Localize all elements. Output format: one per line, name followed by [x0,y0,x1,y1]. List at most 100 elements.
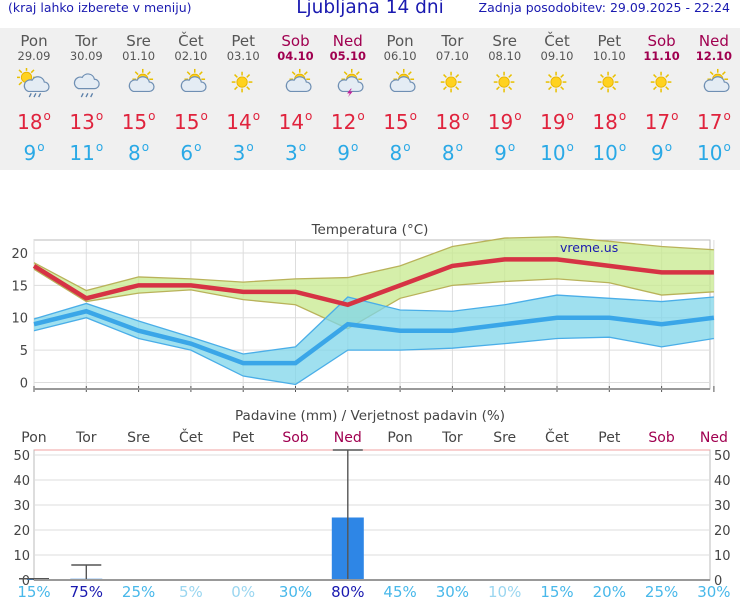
day-forecast: Čet 02.10 15o 6o [165,32,217,164]
day-date: 05.10 [329,49,366,63]
sun-cloud-icon [374,68,426,98]
precip-x-label: Sre [127,430,150,446]
max-temp: 15o [173,109,208,134]
max-temp: 15o [383,109,417,134]
location-hint: (kraj lahko izberete v meniju) [8,0,192,15]
precip-probability: 30% [279,583,312,600]
precip-y-tick-left: 20 [13,524,30,539]
day-name: Pet [597,32,622,50]
day-forecast: Sob 11.10 17o 9o [636,32,688,164]
max-temp: 19o [540,109,574,134]
day-forecast: Ned 05.10 12o 9o [322,32,374,164]
min-temp: 10o [540,140,574,165]
max-temp-band-lower [33,268,714,330]
precip-bar [70,578,103,580]
day-name: Pet [231,32,255,50]
day-name: Pon [386,32,414,50]
day-forecast: Pon 06.10 15o 8o [374,32,426,164]
precip-x-label: Pon [387,430,412,446]
precip-x-label: Tor [75,430,97,446]
max-temp-band-upper [33,236,714,292]
sun-icon [583,68,635,98]
day-name: Sob [281,32,310,50]
sun-cloud-icon [270,68,322,98]
precip-y-tick-right: 50 [714,449,731,464]
min-temp: 3o [232,140,254,165]
day-date: 29.09 [17,49,51,63]
day-date: 10.10 [592,49,626,63]
day-date: 07.10 [435,49,469,63]
day-forecast: Sob 04.10 14o 3o [270,32,322,164]
day-date: 02.10 [174,49,208,63]
precip-x-label: Ned [700,430,728,446]
watermark: vreme.us [560,240,618,255]
precip-probability: 10% [488,583,521,600]
precip-x-label: Ned [334,430,362,446]
precip-probability: 20% [593,583,626,600]
min-temp: 8o [389,140,411,165]
precip-y-tick-left: 40 [13,474,30,489]
min-temp-line [33,308,715,366]
day-date: 06.10 [383,49,417,63]
min-temp: 10o [696,140,731,165]
day-date: 08.10 [488,49,522,63]
max-temp-band [34,236,714,329]
temp-y-tick: 0 [20,377,28,392]
min-temp: 3o [284,140,307,165]
precip-probability: 15% [540,583,573,600]
day-name: Sre [126,32,151,50]
min-temp: 8o [441,140,463,165]
temp-y-tick: 10 [11,312,28,327]
day-name: Tor [75,32,98,50]
temp-y-tick: 15 [11,279,28,294]
max-temp: 18o [17,109,51,134]
day-date: 11.10 [643,49,680,63]
day-forecast: Tor 30.09 13o 11o [60,32,112,164]
precip-x-label: Pon [21,430,46,446]
day-name: Pon [20,32,48,50]
max-temp: 17o [644,109,679,134]
day-date: 03.10 [226,49,260,63]
day-forecast: Sre 01.10 15o 8o [113,32,165,164]
precip-x-label: Čet [179,428,203,446]
min-temp: 9o [337,140,359,165]
day-name: Čet [544,32,570,50]
precip-chart-title: Padavine (mm) / Verjetnost padavin (%) [235,408,505,424]
max-temp: 14o [278,109,313,134]
precip-probability: 30% [436,583,469,600]
sun-cloud-rain-icon [8,68,60,98]
last-update: Zadnja posodobitev: 29.09.2025 - 22:24 [478,0,730,15]
day-name: Sob [647,32,676,50]
sun-cloud-storm-icon [322,68,374,98]
sun-cloud-icon [165,68,217,98]
precip-y-tick-right: 30 [714,499,731,514]
sun-icon [479,68,531,98]
day-date: 12.10 [695,49,733,63]
precip-bar [331,517,364,580]
sun-cloud-icon [113,68,165,98]
precip-probability: 15% [17,583,50,600]
precip-probability: 5% [179,583,203,600]
sun-icon [636,68,688,98]
min-temp: 6o [180,140,202,165]
max-temp: 13o [69,109,104,134]
precip-probability: 25% [122,583,155,600]
cloud-rain-icon [60,68,112,98]
precip-probability: 80% [331,583,364,600]
max-temp: 17o [696,109,731,134]
day-date: 30.09 [69,49,103,63]
sun-icon [531,68,583,98]
precip-x-label: Čet [545,428,569,446]
precip-y-tick-left: 50 [13,449,30,464]
day-name: Ned [698,32,729,50]
page-title: Ljubljana 14 dni [296,0,444,18]
day-forecast: Sre 08.10 19o 9o [479,32,531,164]
temp-y-tick: 5 [20,344,28,359]
day-name: Ned [332,32,363,50]
precip-x-label: Pet [598,430,621,446]
day-name: Tor [441,32,464,50]
max-temp: 12o [330,109,365,134]
day-forecast: Pon 29.09 18o 9o [8,32,60,164]
min-temp: 9o [651,140,673,165]
max-temp: 18o [435,109,470,134]
